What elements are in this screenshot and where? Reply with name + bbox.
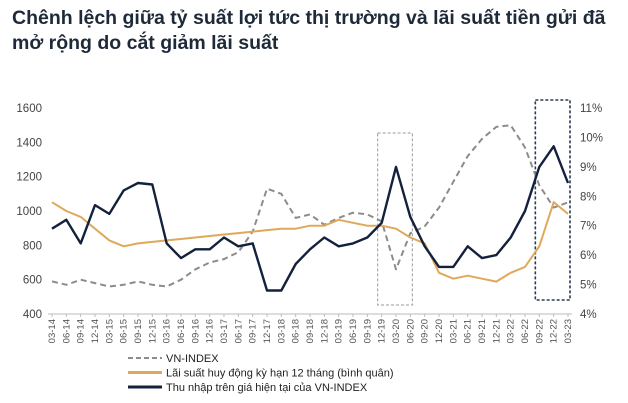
x-tick-label: 09-19 [362, 319, 373, 343]
x-tick-label: 03-20 [391, 319, 402, 343]
x-tick-label: 03-17 [219, 319, 230, 343]
highlight-box [534, 99, 571, 301]
x-tick-label: 09-20 [420, 319, 431, 343]
x-tick-label: 06-21 [463, 319, 474, 343]
y-right-tick-label: 9% [580, 162, 597, 174]
x-tick-label: 03-16 [162, 319, 173, 343]
x-tick-label: 03-15 [104, 319, 115, 343]
x-tick-label: 06-17 [233, 319, 244, 343]
y-left-tick-label: 400 [23, 309, 42, 321]
legend-label: Lãi suất huy động kỳ hạn 12 tháng (bình … [166, 368, 394, 380]
y-right-tick-label: 8% [580, 191, 597, 203]
y-right-tick-label: 10% [580, 132, 603, 144]
x-tick-label: 09-22 [534, 319, 545, 343]
x-tick-label: 03-14 [47, 319, 58, 343]
legend-label: VN-INDEX [166, 353, 219, 365]
series-line-3 [51, 145, 570, 292]
x-tick-label: 09-18 [305, 319, 316, 343]
chart-title: Chênh lệch giữa tỷ suất lợi tức thị trườ… [12, 7, 606, 54]
y-right-tick-label: 5% [580, 280, 597, 292]
series-line-1 [51, 124, 569, 288]
x-tick-label: 06-22 [520, 319, 531, 343]
x-tick-label: 09-17 [248, 319, 259, 343]
series-line-2 [51, 201, 569, 283]
y-left-tick-label: 600 [23, 275, 42, 287]
y-right-tick-label: 11% [580, 103, 602, 115]
y-left-tick-label: 1600 [16, 103, 42, 115]
x-tick-label: 12-22 [549, 319, 560, 343]
y-left-tick-label: 1400 [16, 137, 42, 149]
x-tick-label: 12-19 [377, 319, 388, 343]
x-tick-label: 06-18 [291, 319, 302, 343]
x-tick-label: 03-22 [506, 319, 517, 343]
y-left-tick-label: 1200 [16, 172, 42, 184]
x-tick-label: 12-17 [262, 319, 273, 343]
x-tick-label: 06-16 [176, 319, 187, 343]
y-left-tick-label: 1000 [16, 206, 42, 218]
x-tick-label: 09-14 [76, 319, 87, 343]
x-tick-label: 03-18 [276, 319, 287, 343]
y-right-tick-label: 7% [580, 221, 597, 233]
x-tick-label: 12-21 [491, 319, 502, 343]
x-tick-label: 12-15 [147, 319, 158, 343]
x-tick-label: 09-16 [190, 319, 201, 343]
x-tick-label: 12-16 [205, 319, 216, 343]
x-tick-label: 03-23 [563, 319, 574, 343]
y-left-tick-label: 800 [23, 240, 42, 252]
y-right-tick-label: 4% [580, 309, 597, 321]
x-tick-label: 12-14 [90, 319, 101, 343]
x-tick-label: 06-15 [119, 319, 130, 343]
x-tick-label: 03-21 [448, 319, 459, 343]
x-tick-label: 06-20 [405, 319, 416, 343]
legend-label: Thu nhập trên giá hiện tại của VN-INDEX [166, 382, 368, 394]
x-tick-label: 03-19 [334, 319, 345, 343]
x-tick-label: 09-15 [133, 319, 144, 343]
x-tick-label: 09-21 [477, 319, 488, 343]
x-tick-label: 12-20 [434, 319, 445, 343]
y-right-tick-label: 6% [580, 250, 597, 262]
x-tick-label: 06-14 [61, 319, 72, 343]
x-tick-label: 12-18 [319, 319, 330, 343]
x-tick-label: 06-19 [348, 319, 359, 343]
